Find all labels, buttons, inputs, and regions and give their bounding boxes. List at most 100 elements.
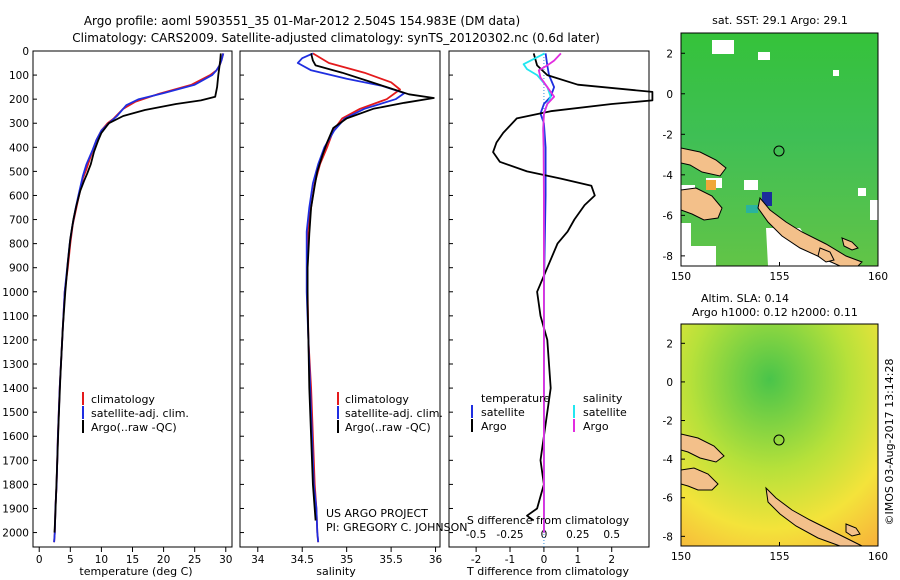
lat-tick-label: 0 xyxy=(666,89,673,101)
sst-map-title: sat. SST: 29.1 Argo: 29.1 xyxy=(712,14,848,27)
lon-tick-label: 150 xyxy=(671,551,691,563)
difference-profiles xyxy=(492,52,654,533)
sst-axes: 150 155 160 2 0 -2 -4 -6 -8 xyxy=(663,48,889,283)
lat-tick-label: -2 xyxy=(663,129,673,141)
salinity-xlabel: salinity xyxy=(316,565,356,578)
depth-tick-label: 400 xyxy=(9,142,29,154)
t-difference-axis: -2 -1 0 1 2 xyxy=(471,547,615,566)
x-tick-label: 5 xyxy=(67,554,74,566)
sla-profile-marker xyxy=(773,434,785,446)
lat-tick-label: -4 xyxy=(663,454,674,466)
sla-map-title-line1: Altim. SLA: 0.14 xyxy=(701,292,789,305)
project-annotation: US ARGO PROJECT xyxy=(326,507,428,520)
difference-plot-frame xyxy=(448,50,650,548)
sst-teal-patch xyxy=(746,205,758,213)
depth-tick-label: 900 xyxy=(9,263,29,275)
depth-tick-label: 800 xyxy=(9,239,29,251)
lon-tick-label: 160 xyxy=(868,271,888,283)
figure-title-line1: Argo profile: aoml 5903551_35 01-Mar-201… xyxy=(84,14,520,28)
temperature-profiles xyxy=(53,53,225,543)
lon-tick-label: 155 xyxy=(769,551,789,563)
series-salinity-argo xyxy=(537,52,562,533)
t-difference-xlabel: T difference from climatology xyxy=(466,565,629,578)
series-satellite-adj-clim xyxy=(53,53,225,543)
sla-land xyxy=(680,433,863,547)
x-tick-label: 36 xyxy=(429,554,443,566)
series-argo-raw-qc xyxy=(306,53,435,521)
x-tick-label: 0 xyxy=(36,554,43,566)
salinity-depth-ticks xyxy=(240,50,244,534)
x-tick-label: 10 xyxy=(95,554,108,566)
s-tick-label: -0.25 xyxy=(496,529,523,541)
depth-tick-label: 1200 xyxy=(2,335,29,347)
x-tick-label: 2 xyxy=(608,554,615,566)
depth-tick-label: 1000 xyxy=(2,287,29,299)
s-tick-label: 0.5 xyxy=(603,529,620,541)
x-tick-label: 35 xyxy=(340,554,353,566)
lon-tick-label: 155 xyxy=(769,271,789,283)
legend-climatology-label: climatology xyxy=(345,393,409,406)
depth-tick-label: 700 xyxy=(9,215,29,227)
imos-credit: ©IMOS 03-Aug-2017 13:14:28 xyxy=(883,359,896,526)
series-climatology xyxy=(53,53,225,543)
depth-axis: 0 100 200 300 400 500 600 700 800 900 1000 1100 1200… xyxy=(2,46,37,540)
sst-profile-marker xyxy=(773,145,785,157)
depth-tick-label: 300 xyxy=(9,118,29,130)
legend-argo-label: Argo(..raw -QC) xyxy=(91,421,177,434)
lat-tick-label: 2 xyxy=(666,338,673,350)
difference-panel: -2 -1 0 1 2 -0.5 -0.25 0 0.25 0.5 S difference f… xyxy=(448,50,654,578)
sst-map-panel: sat. SST: 29.1 Argo: 29.1 150 155 1 xyxy=(663,14,889,283)
x-tick-label: 34.5 xyxy=(291,554,314,566)
x-tick-label: 1 xyxy=(574,554,581,566)
depth-tick-label: 0 xyxy=(22,46,29,58)
difference-legend: temperature satellite Argo salinity sate… xyxy=(471,392,627,433)
depth-tick-label: 1900 xyxy=(2,503,29,515)
temperature-legend: climatology satellite-adj. clim. Argo(..… xyxy=(82,392,189,434)
difference-depth-ticks xyxy=(449,50,453,534)
temperature-axis: 0 5 10 15 20 25 30 xyxy=(36,547,232,566)
salinity-legend: climatology satellite-adj. clim. Argo(..… xyxy=(337,392,443,434)
x-tick-label: 0 xyxy=(541,554,548,566)
series-argo-raw-qc xyxy=(53,53,222,533)
lon-tick-label: 150 xyxy=(671,271,691,283)
x-tick-label: -2 xyxy=(471,554,481,566)
lon-tick-label: 160 xyxy=(868,551,888,563)
lat-tick-label: -6 xyxy=(663,210,674,222)
s-difference-xlabel: S difference from climatology xyxy=(467,514,630,527)
depth-tick-label: 1500 xyxy=(2,407,29,419)
x-tick-label: 20 xyxy=(157,554,170,566)
sla-map-title-line2: Argo h1000: 0.12 h2000: 0.11 xyxy=(692,306,858,319)
depth-tick-label: 200 xyxy=(9,94,29,106)
depth-tick-label: 1100 xyxy=(2,311,29,323)
s-tick-label: 0.25 xyxy=(566,529,589,541)
sst-warm-patch xyxy=(706,180,716,190)
x-tick-label: 25 xyxy=(188,554,201,566)
legend-climatology-label: climatology xyxy=(91,393,155,406)
sla-axes: 150 155 160 2 0 -2 -4 -6 -8 xyxy=(663,338,889,563)
legend-salinity-title: salinity xyxy=(583,392,623,405)
legend-t-satellite-label: satellite xyxy=(481,406,525,419)
lat-tick-label: -2 xyxy=(663,416,673,428)
x-tick-label: 35.5 xyxy=(379,554,402,566)
sla-map-panel: Altim. SLA: 0.14 Argo h1000: 0.12 h2000:… xyxy=(663,292,889,563)
figure-title-line2: Climatology: CARS2009. Satellite-adjuste… xyxy=(72,31,600,45)
lat-tick-label: 0 xyxy=(666,377,673,389)
x-tick-label: 15 xyxy=(126,554,139,566)
sst-land xyxy=(680,147,863,267)
depth-tick-label: 2000 xyxy=(2,528,29,540)
legend-temperature-title: temperature xyxy=(481,392,550,405)
depth-tick-label: 1300 xyxy=(2,359,29,371)
legend-s-satellite-label: satellite xyxy=(583,406,627,419)
temperature-xlabel: temperature (deg C) xyxy=(79,565,192,578)
legend-satellite-label: satellite-adj. clim. xyxy=(345,407,443,420)
lat-tick-label: -6 xyxy=(663,493,674,505)
x-tick-label: 34 xyxy=(251,554,265,566)
s-difference-axis: -0.5-0.2500.250.5 xyxy=(466,529,620,541)
lat-tick-label: -8 xyxy=(663,251,673,263)
legend-argo-label: Argo(..raw -QC) xyxy=(345,421,431,434)
temperature-panel: 0100200300400500600700800900100011001200… xyxy=(2,46,233,578)
s-tick-label: -0.5 xyxy=(466,529,487,541)
sst-cold-patch xyxy=(762,192,772,206)
temperature-plot-frame xyxy=(32,50,233,548)
